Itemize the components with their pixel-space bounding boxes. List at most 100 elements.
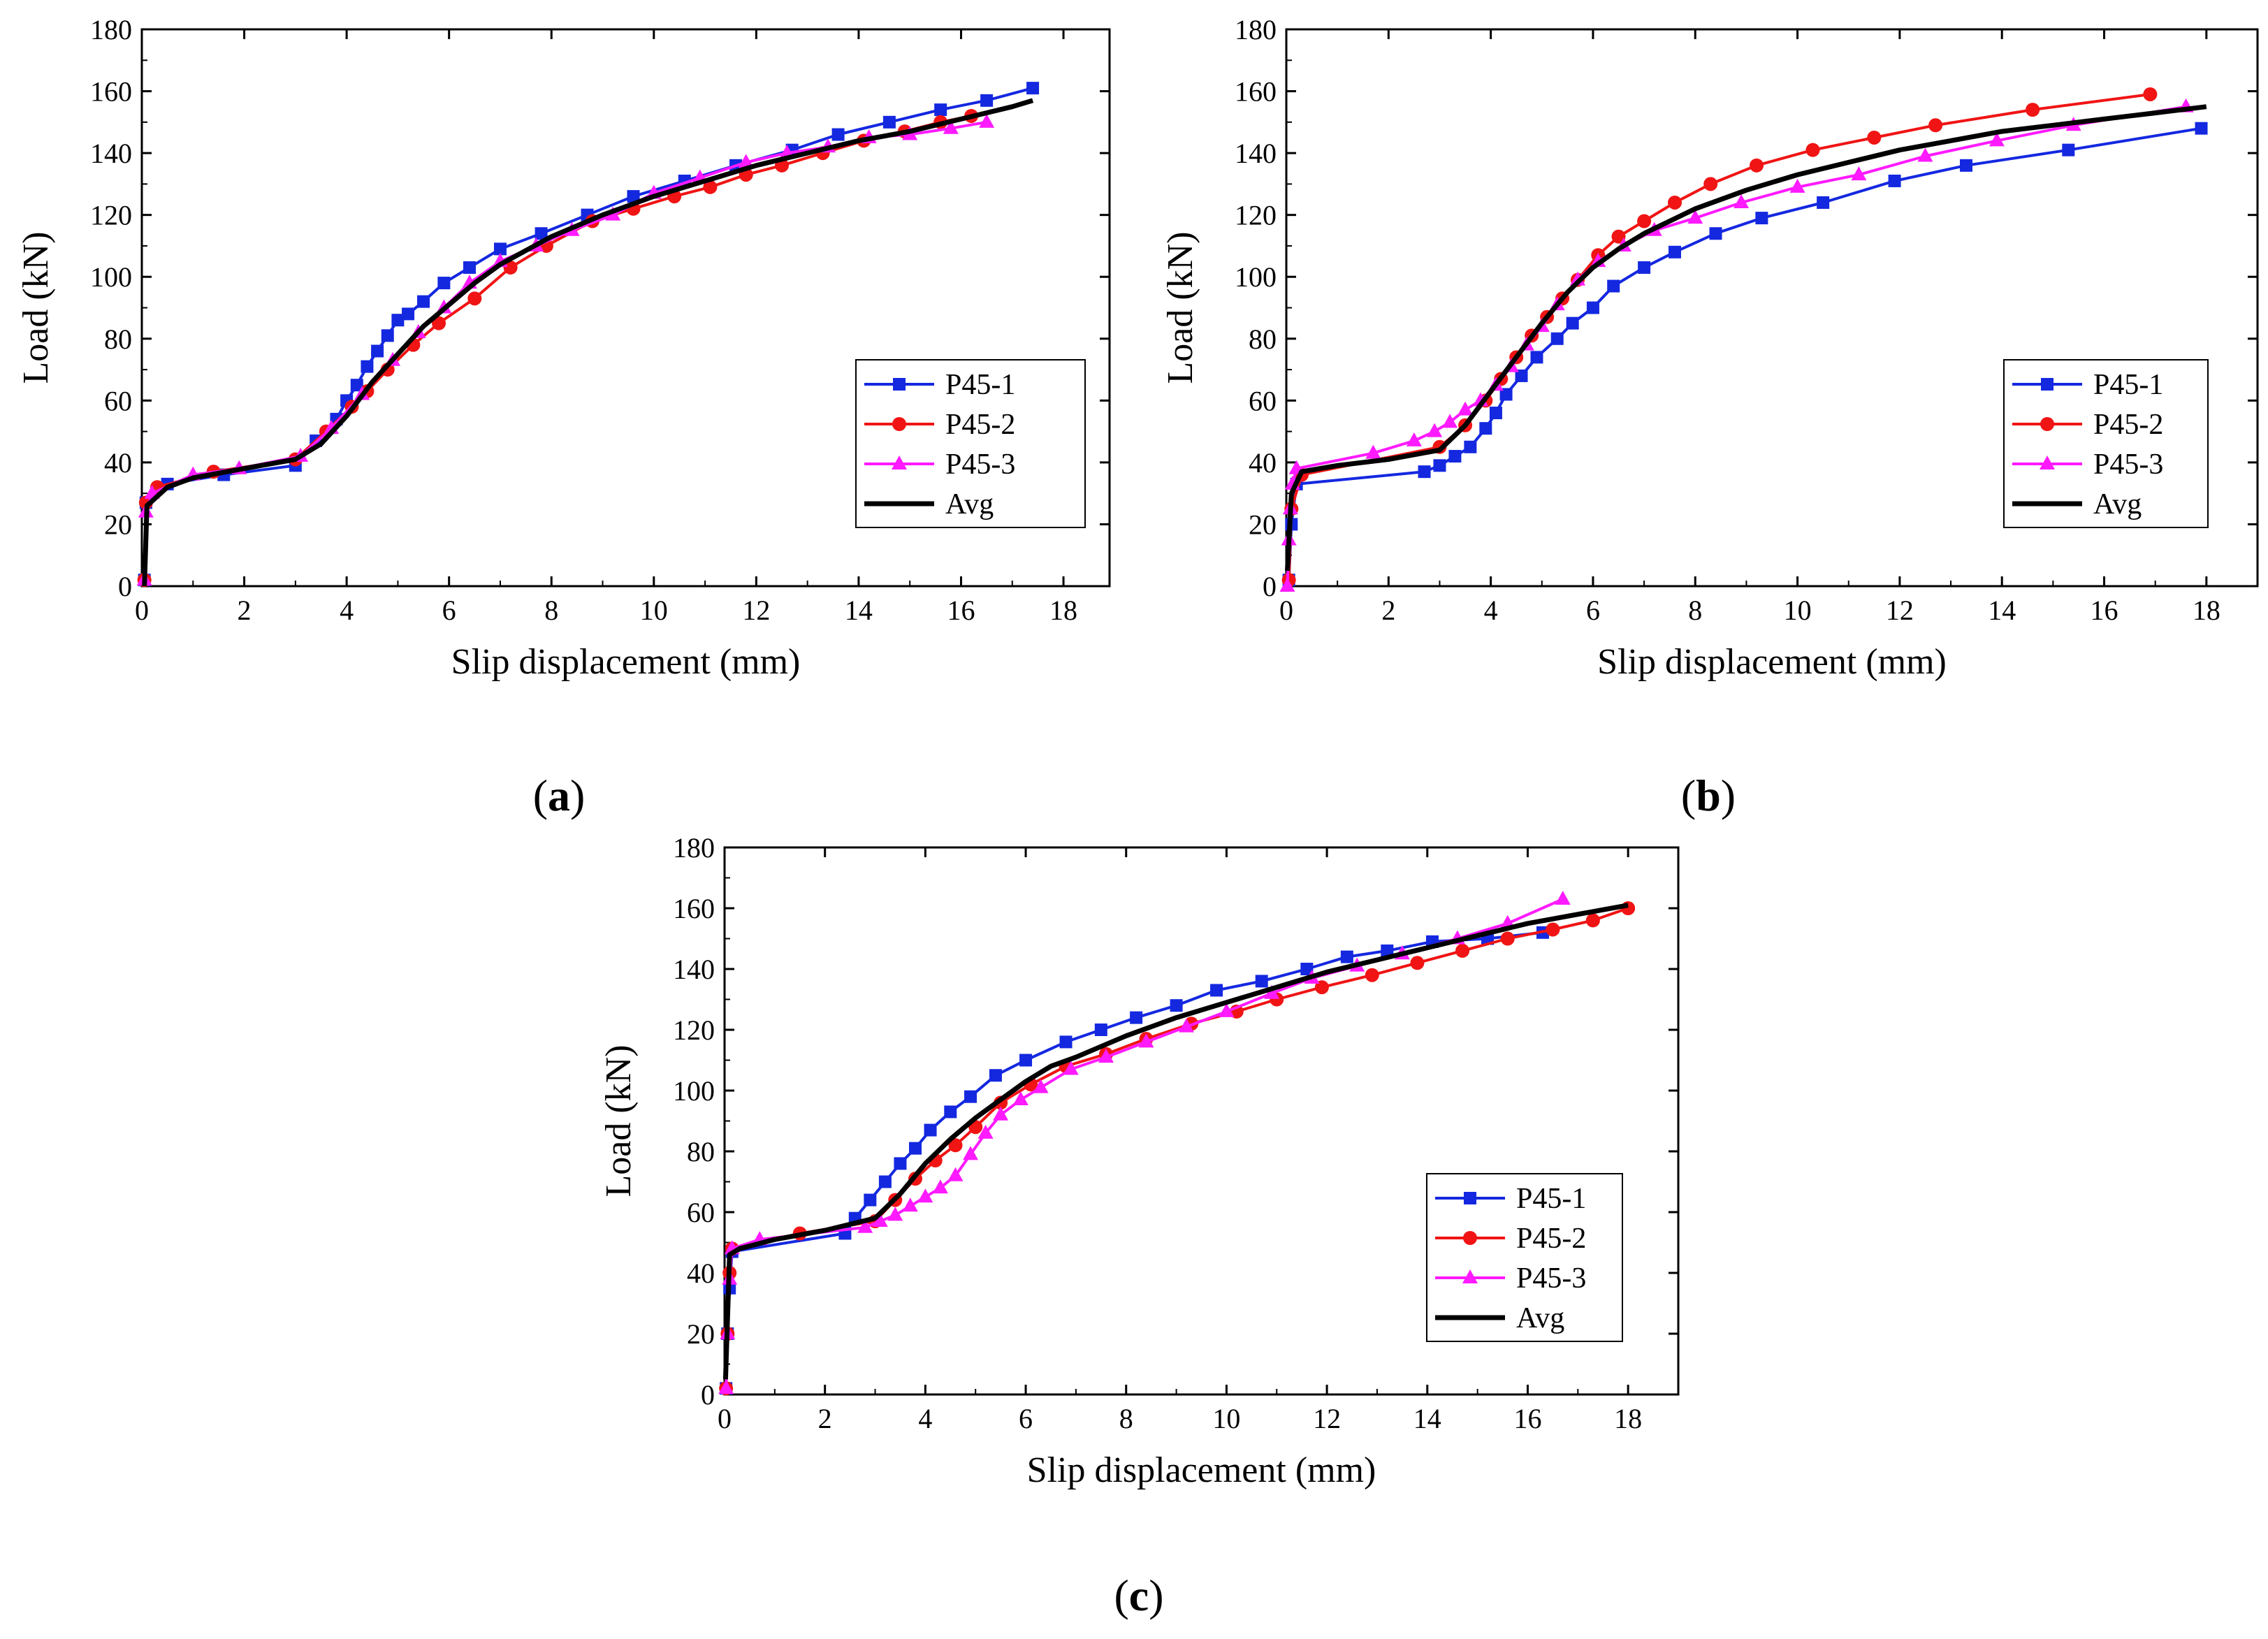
legend-label-p45-1: P45-1 <box>945 369 1015 401</box>
y-tick-label: 160 <box>673 893 715 924</box>
data-point-p45-1 <box>535 227 548 240</box>
data-point-p45-1 <box>1026 82 1040 95</box>
data-point-p45-3 <box>1442 414 1458 428</box>
data-point-p45-1 <box>980 94 994 107</box>
data-point-p45-2 <box>948 1138 963 1153</box>
data-point-p45-1 <box>1381 944 1394 957</box>
y-axis-title: Load (kN) <box>1161 231 1200 384</box>
data-point-p45-1 <box>1515 369 1528 382</box>
data-point-p45-1 <box>909 1142 922 1155</box>
x-tick-label: 18 <box>1049 595 1077 626</box>
y-tick-label: 100 <box>673 1075 715 1107</box>
x-tick-label: 10 <box>1784 595 1812 626</box>
data-point-p45-1 <box>391 314 405 327</box>
data-point-p45-1 <box>2062 143 2075 156</box>
data-point-p45-3 <box>1012 1091 1028 1106</box>
panel-label-c: (c) <box>1114 1571 1163 1620</box>
legend-label-p45-3: P45-3 <box>1516 1262 1586 1295</box>
data-point-p45-3 <box>1427 423 1443 437</box>
series-line-p45-1 <box>725 931 1543 1389</box>
data-point-p45-2 <box>1611 229 1626 244</box>
legend-marker-p45-2 <box>892 417 906 431</box>
legend-label-avg: Avg <box>945 488 994 520</box>
data-point-p45-2 <box>1750 158 1764 173</box>
data-point-p45-2 <box>1585 913 1600 928</box>
x-tick-label: 4 <box>918 1403 932 1434</box>
data-point-p45-3 <box>1033 1079 1049 1093</box>
legend-marker-p45-1 <box>2041 378 2053 391</box>
x-tick-label: 16 <box>1513 1403 1541 1434</box>
y-axis-title: Load (kN) <box>599 1044 639 1197</box>
legend-marker-p45-3 <box>1462 1269 1478 1283</box>
data-point-p45-3 <box>1264 984 1280 999</box>
data-point-p45-2 <box>1703 177 1718 191</box>
data-point-p45-1 <box>381 329 394 342</box>
data-point-p45-2 <box>703 180 718 194</box>
data-point-p45-1 <box>1566 316 1579 330</box>
y-tick-label: 20 <box>687 1318 715 1350</box>
data-point-p45-3 <box>1917 147 1933 162</box>
data-point-p45-1 <box>1479 422 1492 435</box>
data-point-p45-1 <box>1448 450 1462 463</box>
data-point-p45-3 <box>1365 444 1381 459</box>
data-point-p45-1 <box>1489 407 1502 420</box>
data-point-p45-3 <box>1138 1033 1154 1048</box>
x-tick-label: 16 <box>947 595 975 626</box>
legend-label-p45-2: P45-2 <box>1516 1223 1586 1255</box>
y-tick-label: 100 <box>1235 261 1277 293</box>
data-point-p45-3 <box>1219 1003 1235 1017</box>
x-tick-label: 14 <box>1413 1403 1441 1434</box>
data-point-p45-2 <box>1637 214 1652 228</box>
data-point-p45-3 <box>993 1106 1009 1121</box>
data-point-p45-3 <box>943 119 959 134</box>
data-point-p45-3 <box>887 1207 903 1221</box>
y-tick-label: 140 <box>673 954 715 985</box>
x-tick-label: 0 <box>718 1403 732 1434</box>
data-point-p45-1 <box>361 360 374 373</box>
x-tick-label: 12 <box>1886 595 1914 626</box>
legend-box <box>2003 359 2209 528</box>
x-axis-title: Slip displacement (mm) <box>451 642 801 682</box>
data-point-p45-3 <box>1789 178 1805 193</box>
data-point-p45-1 <box>1586 301 1599 314</box>
y-tick-label: 60 <box>687 1197 715 1228</box>
data-point-p45-3 <box>1555 890 1571 905</box>
data-point-p45-1 <box>1464 440 1477 453</box>
legend-marker-p45-3 <box>2040 456 2055 469</box>
data-point-p45-3 <box>917 1188 933 1203</box>
data-point-p45-2 <box>1410 956 1425 970</box>
data-point-p45-1 <box>1210 984 1223 997</box>
x-axis-title: Slip displacement (mm) <box>1597 642 1947 682</box>
data-point-p45-1 <box>493 242 507 256</box>
data-point-p45-2 <box>503 260 518 275</box>
x-tick-label: 12 <box>742 595 770 626</box>
x-axis-title: Slip displacement (mm) <box>1027 1450 1376 1490</box>
data-point-p45-1 <box>1960 159 1972 172</box>
data-point-p45-1 <box>1669 245 1681 258</box>
y-tick-label: 180 <box>673 832 715 864</box>
data-point-p45-1 <box>1340 950 1353 963</box>
legend-marker-p45-1 <box>893 378 906 391</box>
data-point-p45-3 <box>1458 401 1474 416</box>
x-tick-label: 18 <box>1614 1403 1642 1434</box>
panel-label-b: (b) <box>1681 771 1736 820</box>
data-point-p45-1 <box>878 1175 892 1188</box>
data-point-p45-1 <box>944 1105 957 1119</box>
data-point-p45-3 <box>857 1218 873 1233</box>
legend-label-p45-3: P45-3 <box>2093 449 2163 481</box>
data-point-p45-2 <box>467 291 482 306</box>
data-point-p45-1 <box>1638 261 1651 274</box>
data-point-p45-1 <box>463 261 476 274</box>
data-point-p45-2 <box>1928 118 1943 133</box>
data-point-p45-1 <box>1094 1024 1107 1036</box>
x-tick-label: 0 <box>135 595 149 626</box>
x-tick-label: 8 <box>1119 1403 1133 1434</box>
y-tick-label: 140 <box>1235 138 1277 169</box>
data-point-p45-2 <box>1668 195 1682 210</box>
legend-label-p45-2: P45-2 <box>2093 409 2163 441</box>
legend-label-avg: Avg <box>1516 1302 1564 1334</box>
legend-label-p45-2: P45-2 <box>945 409 1015 441</box>
y-tick-label: 80 <box>1249 323 1277 355</box>
data-point-p45-1 <box>1130 1011 1143 1024</box>
